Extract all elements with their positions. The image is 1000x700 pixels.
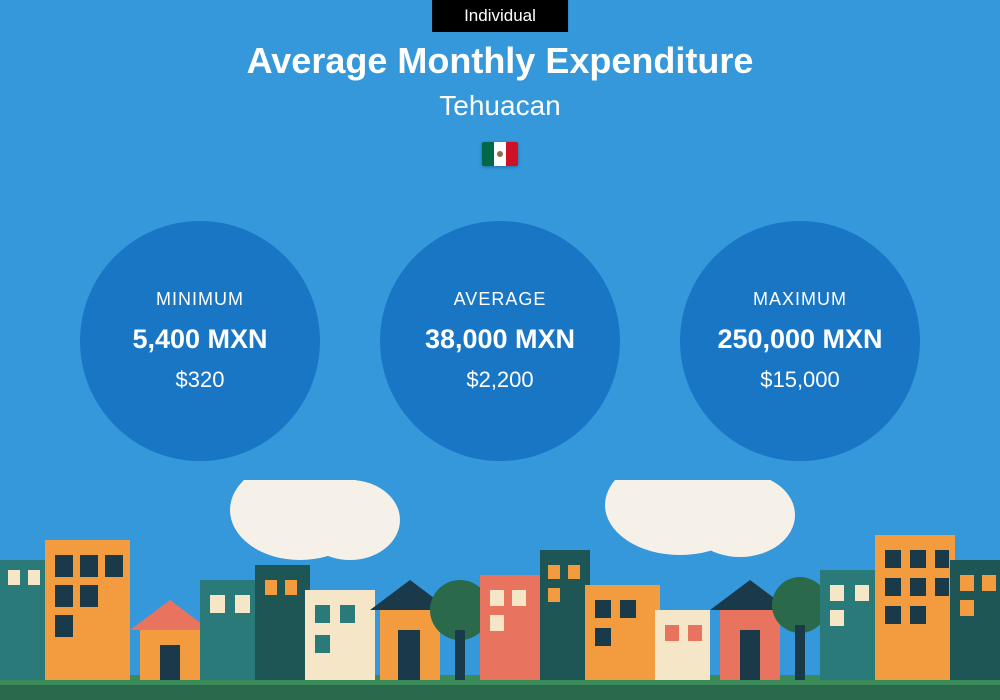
flag-stripe-red — [506, 142, 518, 166]
stat-value-local: 5,400 MXN — [132, 324, 267, 355]
stat-circle-minimum: MINIMUM 5,400 MXN $320 — [80, 221, 320, 461]
stat-value-usd: $320 — [176, 367, 225, 393]
tab-label: Individual — [432, 0, 568, 32]
stat-label: MINIMUM — [156, 289, 244, 310]
stat-circle-average: AVERAGE 38,000 MXN $2,200 — [380, 221, 620, 461]
flag-stripe-white — [494, 142, 506, 166]
mexico-flag-icon — [482, 142, 518, 166]
stat-value-usd: $15,000 — [760, 367, 840, 393]
stat-label: MAXIMUM — [753, 289, 847, 310]
stat-value-usd: $2,200 — [466, 367, 533, 393]
stats-container: MINIMUM 5,400 MXN $320 AVERAGE 38,000 MX… — [0, 221, 1000, 461]
page-title: Average Monthly Expenditure — [0, 40, 1000, 82]
stat-value-local: 38,000 MXN — [425, 324, 575, 355]
city-subtitle: Tehuacan — [0, 90, 1000, 122]
stat-value-local: 250,000 MXN — [717, 324, 882, 355]
cityscape-illustration — [0, 480, 1000, 700]
stat-label: AVERAGE — [454, 289, 547, 310]
stat-circle-maximum: MAXIMUM 250,000 MXN $15,000 — [680, 221, 920, 461]
tab-text: Individual — [464, 6, 536, 25]
flag-stripe-green — [482, 142, 494, 166]
